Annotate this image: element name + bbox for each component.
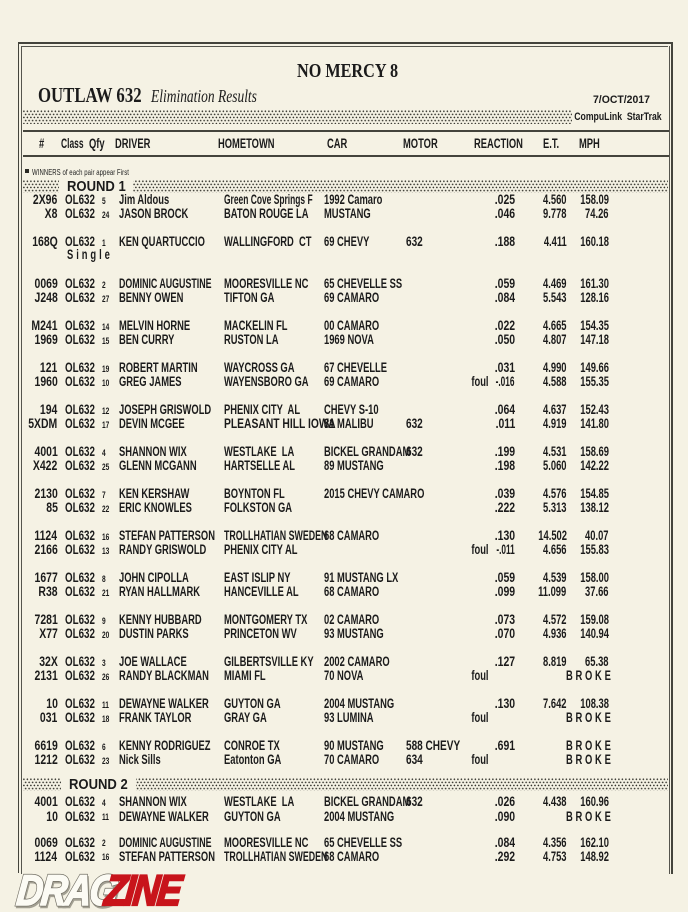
svg-text:ZINE: ZINE	[102, 871, 186, 912]
svg-text:DRAG: DRAG	[14, 871, 119, 912]
svg-text:DRAG: DRAG	[16, 871, 121, 912]
svg-text:DRAG: DRAG	[14, 871, 119, 912]
